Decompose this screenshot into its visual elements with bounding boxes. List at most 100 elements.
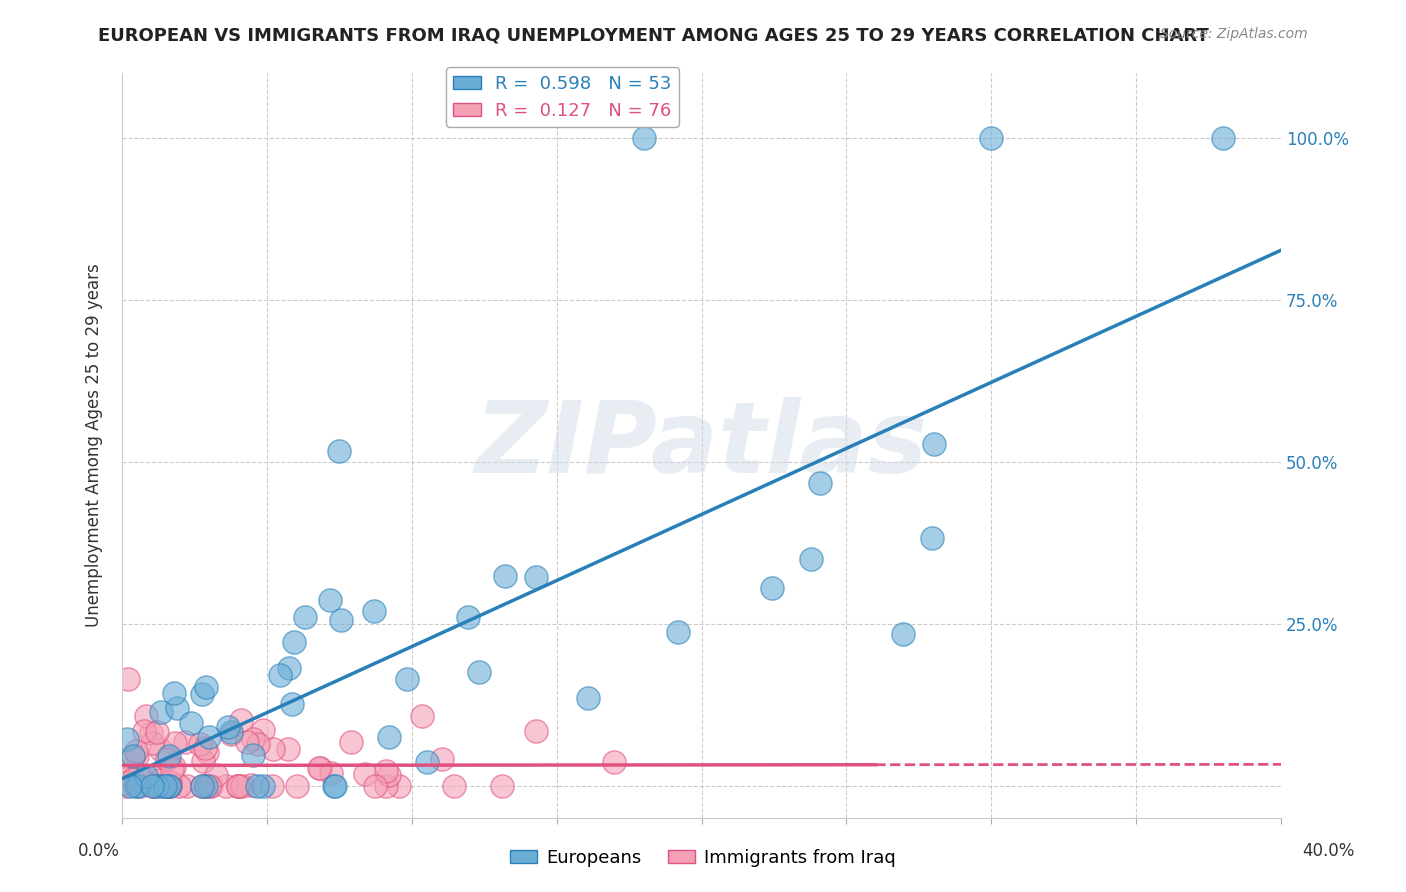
- Point: [156, 779, 179, 793]
- Text: EUROPEAN VS IMMIGRANTS FROM IRAQ UNEMPLOYMENT AMONG AGES 25 TO 29 YEARS CORRELAT: EUROPEAN VS IMMIGRANTS FROM IRAQ UNEMPLO…: [98, 27, 1209, 45]
- Point: [354, 767, 377, 781]
- Point: [115, 769, 138, 783]
- Point: [159, 749, 181, 764]
- Point: [167, 779, 190, 793]
- Point: [240, 778, 263, 792]
- Point: [278, 660, 301, 674]
- Point: [165, 735, 187, 749]
- Point: [430, 752, 453, 766]
- Point: [117, 672, 139, 686]
- Point: [191, 687, 214, 701]
- Point: [205, 767, 228, 781]
- Point: [229, 713, 252, 727]
- Legend: Europeans, Immigrants from Iraq: Europeans, Immigrants from Iraq: [502, 842, 904, 874]
- Point: [152, 779, 174, 793]
- Point: [163, 685, 186, 699]
- Point: [160, 763, 183, 777]
- Point: [374, 779, 396, 793]
- Point: [308, 761, 330, 775]
- Point: [339, 735, 361, 749]
- Point: [308, 761, 330, 775]
- Point: [190, 779, 212, 793]
- Point: [125, 749, 148, 764]
- Point: [143, 779, 166, 793]
- Point: [374, 764, 396, 778]
- Point: [378, 768, 401, 782]
- Point: [245, 779, 267, 793]
- Point: [396, 673, 419, 687]
- Point: [524, 570, 547, 584]
- Legend: R =  0.598   N = 53, R =  0.127   N = 76: R = 0.598 N = 53, R = 0.127 N = 76: [446, 68, 679, 127]
- Point: [157, 779, 180, 793]
- Point: [247, 737, 270, 751]
- Point: [283, 635, 305, 649]
- Point: [197, 730, 219, 744]
- Point: [603, 755, 626, 769]
- Point: [198, 779, 221, 793]
- Point: [252, 723, 274, 737]
- Point: [141, 779, 163, 793]
- Point: [921, 531, 943, 545]
- Point: [219, 727, 242, 741]
- Point: [141, 736, 163, 750]
- Point: [145, 772, 167, 786]
- Point: [141, 725, 163, 739]
- Point: [457, 610, 479, 624]
- Point: [252, 779, 274, 793]
- Point: [236, 734, 259, 748]
- Point: [761, 581, 783, 595]
- Point: [125, 779, 148, 793]
- Point: [159, 779, 181, 793]
- Point: [146, 779, 169, 793]
- Point: [188, 737, 211, 751]
- Point: [129, 779, 152, 793]
- Point: [411, 709, 433, 723]
- Point: [200, 779, 222, 793]
- Point: [891, 627, 914, 641]
- Point: [668, 625, 690, 640]
- Point: [180, 716, 202, 731]
- Point: [328, 443, 350, 458]
- Point: [808, 476, 831, 491]
- Y-axis label: Unemployment Among Ages 25 to 29 years: Unemployment Among Ages 25 to 29 years: [86, 264, 103, 627]
- Point: [443, 779, 465, 793]
- Point: [173, 735, 195, 749]
- Point: [142, 779, 165, 793]
- Point: [115, 779, 138, 793]
- Text: 0.0%: 0.0%: [77, 842, 120, 860]
- Point: [194, 740, 217, 755]
- Point: [262, 779, 284, 793]
- Point: [135, 769, 157, 783]
- Point: [494, 569, 516, 583]
- Point: [149, 742, 172, 756]
- Point: [135, 709, 157, 723]
- Point: [228, 779, 250, 793]
- Point: [281, 697, 304, 711]
- Point: [195, 680, 218, 694]
- Point: [388, 779, 411, 793]
- Point: [633, 131, 655, 145]
- Point: [217, 720, 239, 734]
- Point: [322, 779, 344, 793]
- Point: [323, 779, 346, 793]
- Point: [166, 701, 188, 715]
- Point: [114, 776, 136, 790]
- Point: [122, 750, 145, 764]
- Point: [128, 768, 150, 782]
- Point: [319, 765, 342, 780]
- Point: [195, 745, 218, 759]
- Point: [219, 725, 242, 739]
- Point: [143, 779, 166, 793]
- Point: [491, 779, 513, 793]
- Point: [176, 779, 198, 793]
- Point: [149, 773, 172, 788]
- Point: [120, 779, 142, 793]
- Point: [980, 131, 1002, 145]
- Point: [125, 744, 148, 758]
- Point: [330, 613, 353, 627]
- Point: [156, 752, 179, 766]
- Point: [163, 760, 186, 774]
- Point: [195, 779, 218, 793]
- Point: [231, 779, 253, 793]
- Point: [363, 604, 385, 618]
